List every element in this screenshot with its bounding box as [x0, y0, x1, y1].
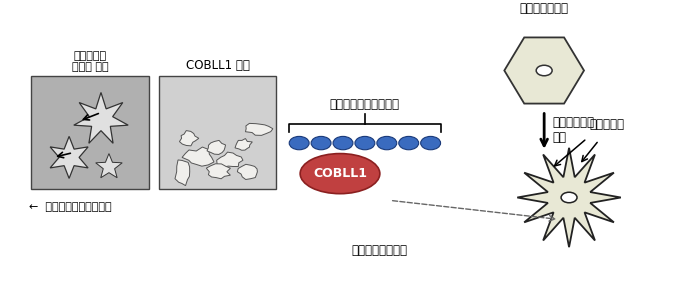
Ellipse shape: [289, 136, 309, 150]
Polygon shape: [217, 152, 243, 167]
Text: 治療抵抗性の
獲得: 治療抵抗性の 獲得: [552, 116, 594, 144]
Polygon shape: [96, 154, 122, 178]
Text: 治療抵抗性
モデル 細胞: 治療抵抗性 モデル 細胞: [72, 51, 109, 72]
Polygon shape: [182, 147, 214, 166]
Ellipse shape: [536, 65, 552, 76]
Text: 神経様の形の変化: 神経様の形の変化: [352, 244, 408, 257]
Ellipse shape: [399, 136, 419, 150]
Text: ←  ：神経様突起を示す。: ← ：神経様突起を示す。: [29, 202, 112, 212]
Polygon shape: [245, 123, 273, 135]
Polygon shape: [504, 37, 584, 104]
Ellipse shape: [311, 136, 331, 150]
Text: 前立腺がん細胞: 前立腺がん細胞: [519, 2, 568, 15]
Text: COBLL1: COBLL1: [313, 167, 367, 180]
Polygon shape: [235, 139, 253, 150]
Ellipse shape: [561, 192, 577, 203]
Ellipse shape: [421, 136, 441, 150]
Text: 神経様突起: 神経様突起: [589, 118, 624, 131]
Polygon shape: [517, 148, 621, 247]
Text: 重合したアクチン分子: 重合したアクチン分子: [330, 98, 400, 111]
Ellipse shape: [300, 154, 380, 194]
Polygon shape: [207, 140, 225, 155]
Polygon shape: [238, 164, 257, 180]
Polygon shape: [50, 136, 88, 178]
Bar: [31, 76, 149, 189]
Ellipse shape: [355, 136, 375, 150]
Ellipse shape: [377, 136, 397, 150]
Polygon shape: [179, 131, 199, 146]
Polygon shape: [175, 160, 189, 186]
Bar: [159, 76, 276, 189]
Polygon shape: [206, 164, 230, 179]
Ellipse shape: [333, 136, 353, 150]
Polygon shape: [74, 92, 128, 143]
Text: COBLL1 抑制: COBLL1 抑制: [185, 59, 249, 72]
